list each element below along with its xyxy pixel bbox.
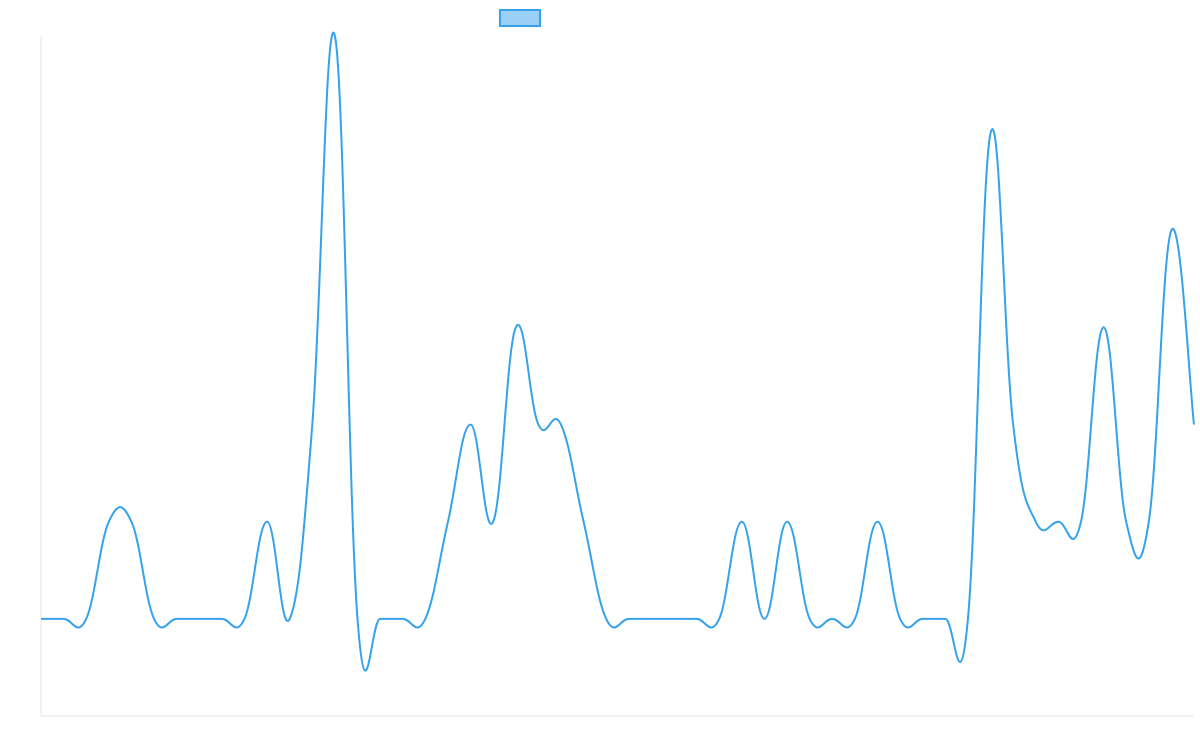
legend-swatch[interactable] [499,9,541,27]
line [41,31,1195,672]
